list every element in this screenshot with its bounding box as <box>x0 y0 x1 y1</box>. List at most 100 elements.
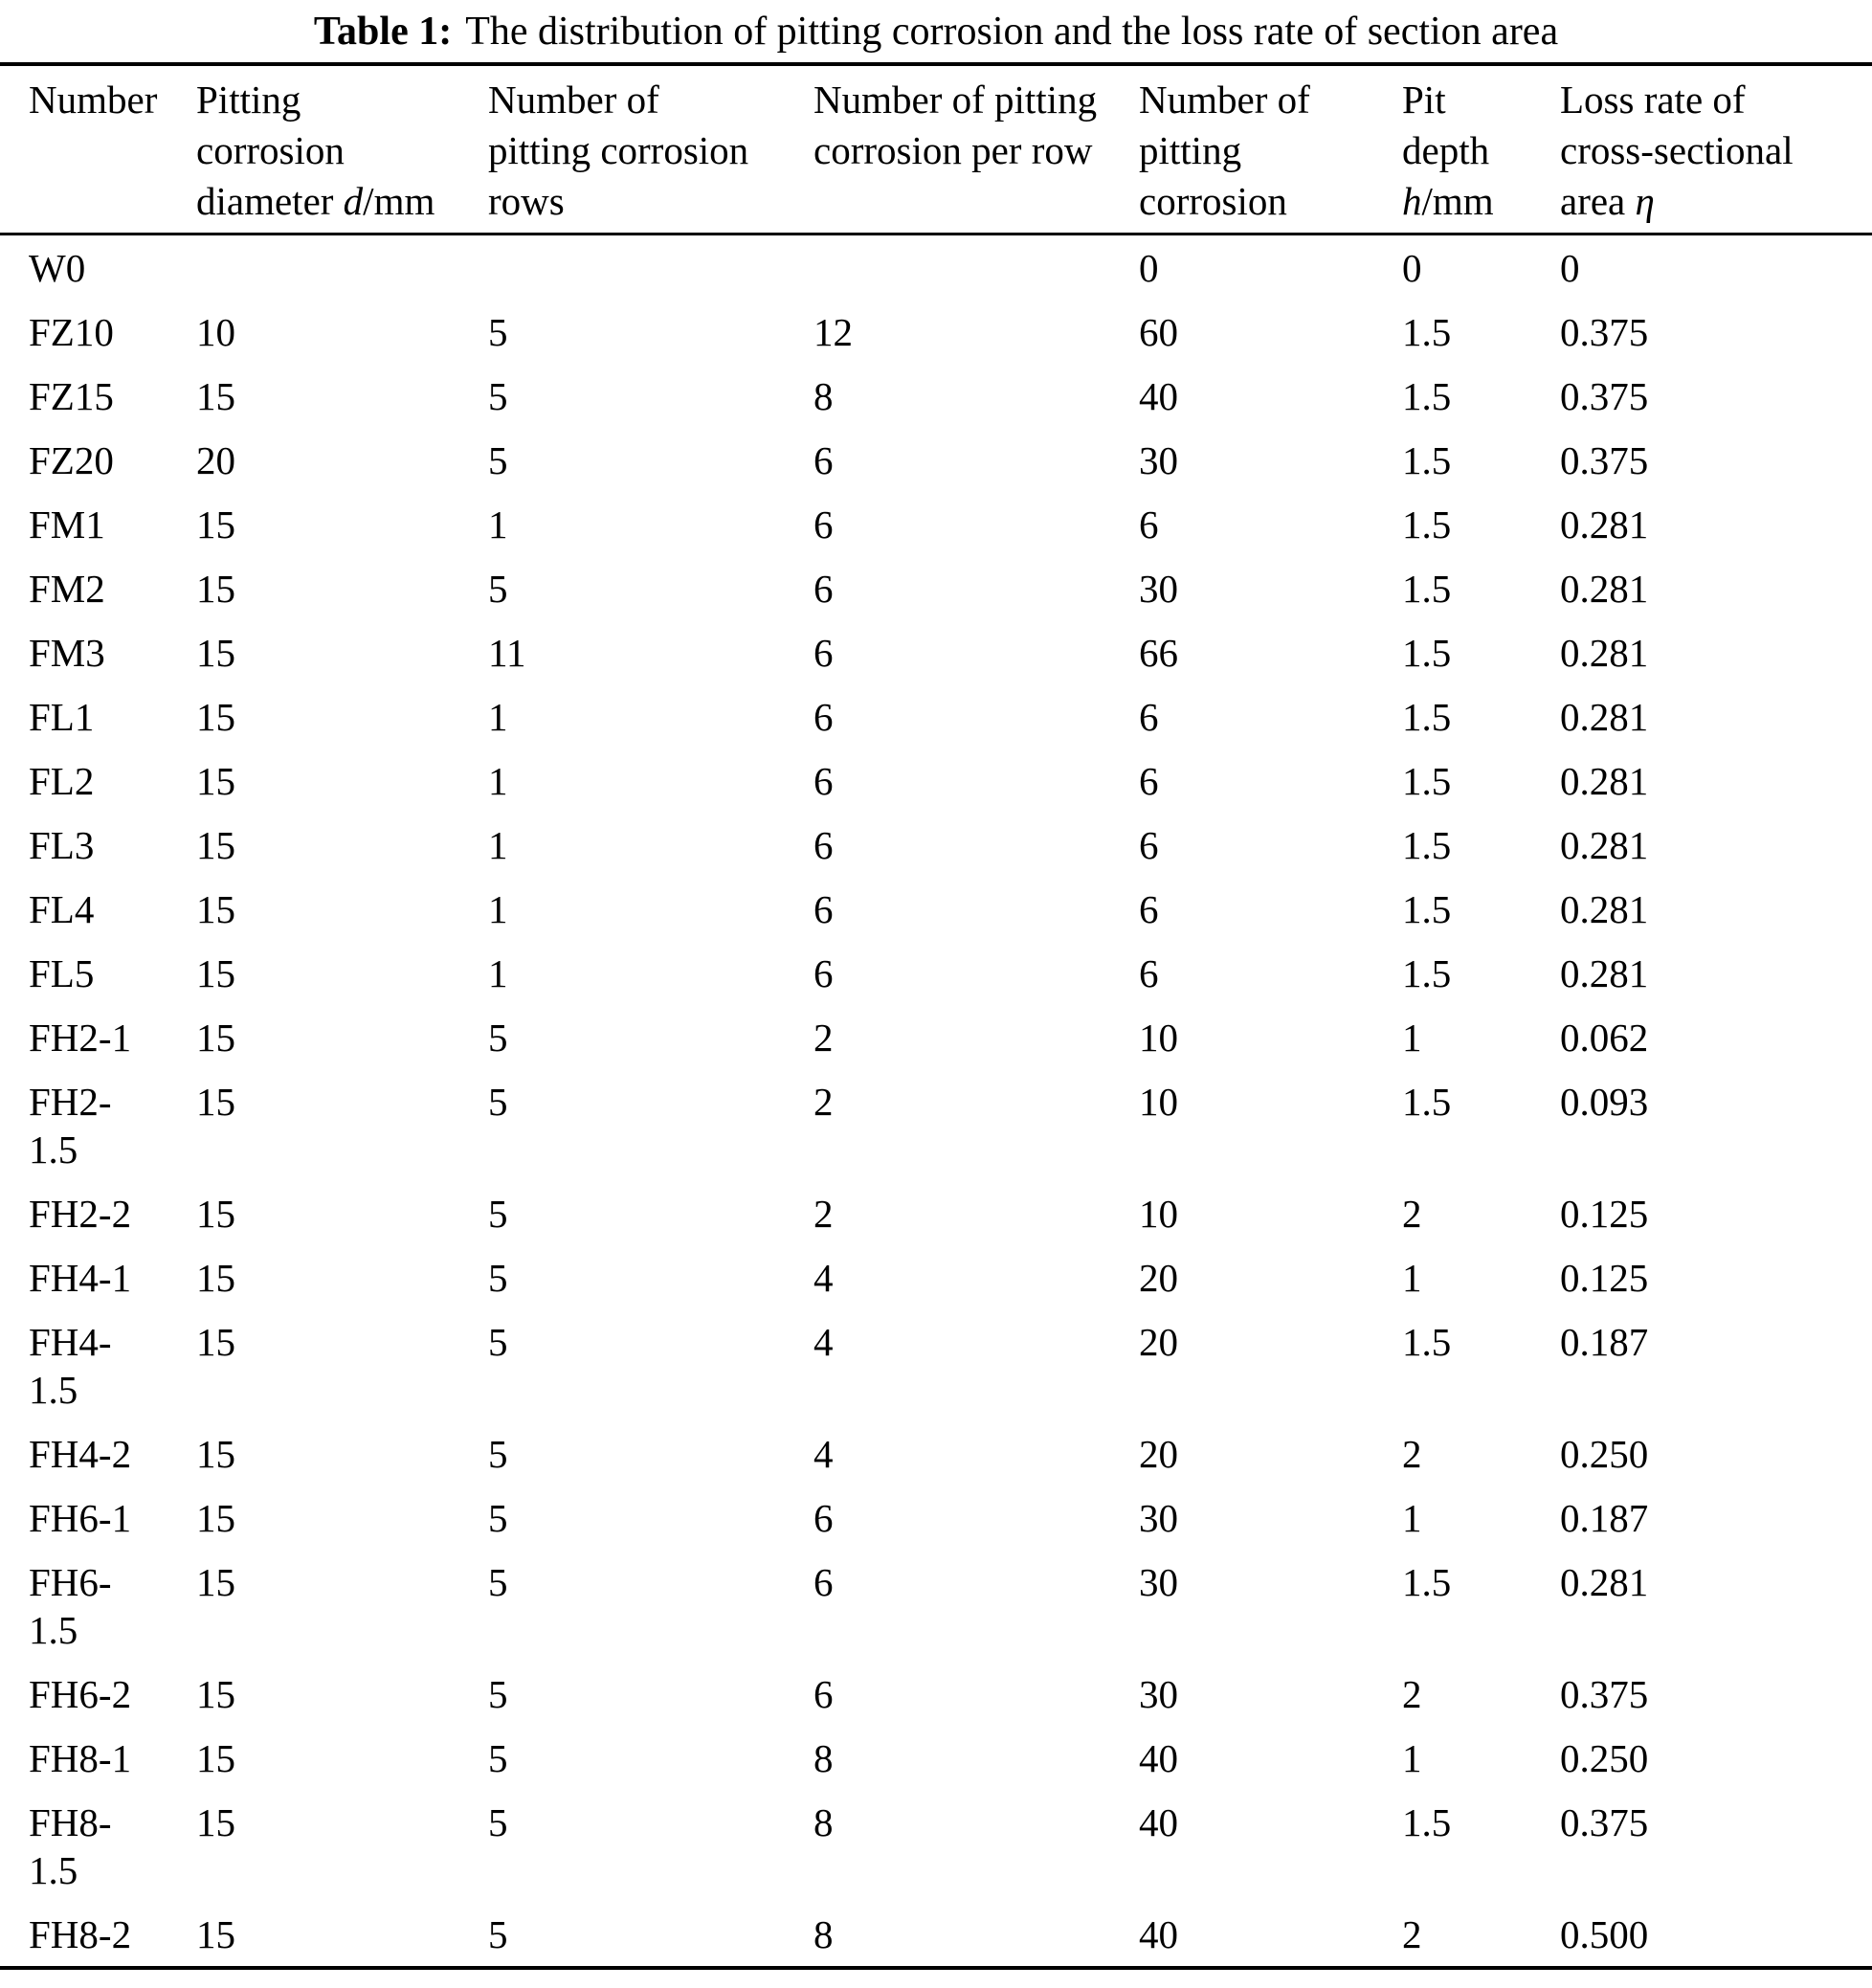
table-cell: 5 <box>488 1736 508 1780</box>
column-header-loss-rate: Loss rate of cross-sectional area η <box>1560 64 1872 235</box>
table-cell: 5 <box>488 1016 508 1060</box>
row-label-cell: FH6-1 <box>29 1496 132 1540</box>
table-cell: 0.062 <box>1560 1016 1649 1060</box>
table-cell: 0.250 <box>1560 1736 1649 1780</box>
table-cell: 15 <box>196 1800 235 1844</box>
table-cell: 1 <box>488 759 508 803</box>
table-cell: 5 <box>488 438 508 482</box>
row-label-cell: FH6-2 <box>29 1672 132 1716</box>
table-cell: 66 <box>1139 631 1178 675</box>
table-cell: 20 <box>196 438 235 482</box>
table-cell: 0 <box>1402 246 1422 290</box>
table-row: FM3 15 11 6 66 1.5 0.281 <box>0 620 1872 684</box>
table-caption-text: The distribution of pitting corrosion an… <box>465 10 1559 54</box>
table-cell: 6 <box>813 438 834 482</box>
table-caption-label: Table 1: <box>313 10 453 54</box>
table-row: FH2- 1.5 15 5 2 10 1.5 0.093 <box>0 1069 1872 1181</box>
header-text: Pitting corrosion diameter <box>196 78 345 223</box>
table-cell: 2 <box>813 1016 834 1060</box>
table-row: FL2 15 1 6 6 1.5 0.281 <box>0 748 1872 813</box>
table-cell: 20 <box>1139 1256 1178 1300</box>
table-row: FH8-1 15 5 8 40 1 0.250 <box>0 1726 1872 1790</box>
table-cell: 0.281 <box>1560 695 1649 739</box>
table-cell: 0.125 <box>1560 1256 1649 1300</box>
table-cell: 15 <box>196 1320 235 1364</box>
table-cell: 1.5 <box>1402 631 1452 675</box>
table-cell: 10 <box>196 310 235 354</box>
table-cell: 4 <box>813 1256 834 1300</box>
header-text: Pit depth <box>1402 78 1490 172</box>
table-cell: 30 <box>1139 1496 1178 1540</box>
row-label-cell: FH8- 1.5 <box>29 1800 112 1892</box>
table-row: FM1 15 1 6 6 1.5 0.281 <box>0 492 1872 556</box>
row-label-cell: FH2-1 <box>29 1016 132 1060</box>
table-cell: 6 <box>813 503 834 547</box>
table-cell: 0.125 <box>1560 1192 1649 1236</box>
table-cell: 0.375 <box>1560 374 1649 418</box>
table-cell: 5 <box>488 1496 508 1540</box>
header-text: /mm <box>1421 179 1494 223</box>
table-cell: 15 <box>196 1496 235 1540</box>
row-label-cell: W0 <box>29 246 86 290</box>
table-cell: 15 <box>196 631 235 675</box>
pitting-corrosion-table: Number Pitting corrosion diameter d/mm N… <box>0 62 1872 1970</box>
table-cell: 6 <box>813 631 834 675</box>
column-header-diameter: Pitting corrosion diameter d/mm <box>196 64 488 235</box>
table-cell: 6 <box>1139 823 1159 867</box>
italic-h-symbol: h <box>1402 179 1422 223</box>
table-cell: 5 <box>488 1320 508 1364</box>
table-row: FZ10 10 5 12 60 1.5 0.375 <box>0 300 1872 364</box>
table-row: FH8-2 15 5 8 40 2 0.500 <box>0 1902 1872 1968</box>
table-cell: 5 <box>488 1432 508 1476</box>
table-cell: 5 <box>488 1800 508 1844</box>
table-cell: 30 <box>1139 1560 1178 1604</box>
table-cell: 5 <box>488 1672 508 1716</box>
table-cell: 0.375 <box>1560 1800 1649 1844</box>
row-label-cell: FM3 <box>29 631 105 675</box>
table-caption: Table 1: The distribution of pitting corr… <box>0 0 1872 62</box>
row-label-cell: FH4-1 <box>29 1256 132 1300</box>
table-cell: 0.281 <box>1560 503 1649 547</box>
table-cell: 15 <box>196 1256 235 1300</box>
table-cell: 15 <box>196 823 235 867</box>
table-cell: 1.5 <box>1402 759 1452 803</box>
table-row: FL4 15 1 6 6 1.5 0.281 <box>0 877 1872 941</box>
header-row: Number Pitting corrosion diameter d/mm N… <box>0 64 1872 235</box>
table-cell: 1 <box>488 695 508 739</box>
table-cell: 60 <box>1139 310 1178 354</box>
table-cell: 1 <box>488 887 508 931</box>
row-label-cell: FZ10 <box>29 310 114 354</box>
table-cell: 15 <box>196 1560 235 1604</box>
table-cell: 8 <box>813 374 834 418</box>
table-body: W0 0 0 0 FZ10 10 5 12 60 1.5 0.375 FZ15 … <box>0 235 1872 1969</box>
table-cell: 15 <box>196 887 235 931</box>
table-cell: 6 <box>813 567 834 611</box>
table-row: FH2-1 15 5 2 10 1 0.062 <box>0 1005 1872 1069</box>
table-cell: 2 <box>813 1192 834 1236</box>
column-header-rows: Number of pitting corrosion rows <box>488 64 813 235</box>
table-cell: 40 <box>1139 1736 1178 1780</box>
table-cell: 15 <box>196 1912 235 1956</box>
table-cell: 1.5 <box>1402 1560 1452 1604</box>
column-header-count: Number of pitting corrosion <box>1139 64 1402 235</box>
row-label-cell: FH2-2 <box>29 1192 132 1236</box>
table-cell: 0.375 <box>1560 438 1649 482</box>
table-cell: 6 <box>1139 951 1159 995</box>
table-cell: 6 <box>813 1672 834 1716</box>
row-label-cell: FH8-2 <box>29 1912 132 1956</box>
table-cell: 6 <box>813 823 834 867</box>
table-cell: 1 <box>488 503 508 547</box>
table-cell: 15 <box>196 759 235 803</box>
table-cell: 5 <box>488 1256 508 1300</box>
italic-d-symbol: d <box>343 179 364 223</box>
table-cell: 15 <box>196 695 235 739</box>
table-cell: 15 <box>196 1192 235 1236</box>
table-row: FH8- 1.5 15 5 8 40 1.5 0.375 <box>0 1790 1872 1902</box>
table-cell: 6 <box>1139 759 1159 803</box>
header-text: Loss rate of cross-sectional area <box>1560 78 1794 223</box>
table-cell: 15 <box>196 374 235 418</box>
table-cell: 0.375 <box>1560 1672 1649 1716</box>
row-label-cell: FZ20 <box>29 438 114 482</box>
table-header: Number Pitting corrosion diameter d/mm N… <box>0 64 1872 235</box>
table-cell: 8 <box>813 1800 834 1844</box>
